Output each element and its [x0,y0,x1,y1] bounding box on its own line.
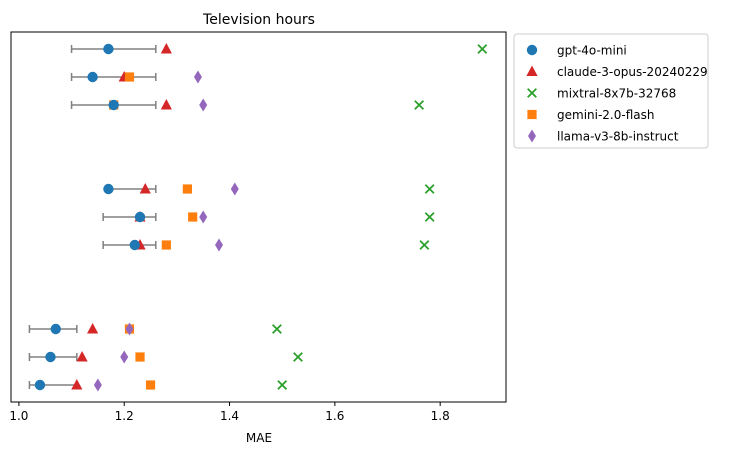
x-axis-label: MAE [246,431,272,445]
data-point [76,351,88,362]
error-bar [102,213,157,221]
plot-frame [10,31,507,403]
data-point [161,240,171,250]
data-point [45,351,56,363]
data-point [414,100,425,110]
data-point [34,379,46,391]
legend-marker [527,88,537,98]
data-point [160,43,172,54]
data-point [129,239,140,251]
data-point [93,378,102,392]
data-point [293,352,303,362]
data-point [71,379,83,390]
data-point [108,99,119,111]
chart-marks [28,43,488,392]
error-bar [102,241,157,249]
legend-marker [526,44,538,56]
data-point [215,238,224,252]
data-point [230,182,239,196]
data-point [103,43,114,55]
legend-label: gemini-2.0-flash [557,108,654,122]
data-point [188,212,198,222]
legend-marker [528,129,536,143]
legend-marker [527,109,537,120]
data-point [125,322,134,336]
data-point [120,350,129,364]
error-bar [70,45,157,53]
data-point [50,323,61,335]
data-point [135,352,145,362]
data-point [271,324,282,334]
x-tick-label: 1.0 [9,409,28,423]
x-tick-label: 1.8 [431,409,450,423]
data-point [124,72,135,82]
legend-label: claude-3-opus-20240229 [557,65,708,79]
legend-label: mixtral-8x7b-32768 [557,87,676,101]
x-axis: 1.0 1.2 1.4 1.6 1.8 [9,402,450,423]
legend: gpt-4o-mini claude-3-opus-20240229 mixtral… [513,33,709,149]
data-point [199,98,208,112]
data-point [87,71,98,83]
data-point [277,380,288,390]
x-tick-label: 1.4 [220,409,239,423]
data-point [145,380,156,390]
x-tick-label: 1.6 [325,409,344,423]
data-point [199,210,208,224]
data-point [477,44,488,54]
legend-box [513,33,709,149]
data-point [424,212,435,222]
chart-title: Television hours [202,12,315,28]
data-point [87,323,99,334]
legend-label: gpt-4o-mini [557,44,627,58]
data-point [160,99,172,110]
legend-marker [526,65,538,76]
error-bar [70,73,157,81]
x-tick-label: 1.2 [115,409,134,423]
data-point [139,183,151,194]
data-point [134,211,146,223]
data-point [103,183,114,195]
data-point [424,184,435,194]
data-point [419,240,430,250]
legend-label: llama-v3-8b-instruct [557,130,679,144]
data-point [193,70,202,84]
data-point [182,184,193,194]
